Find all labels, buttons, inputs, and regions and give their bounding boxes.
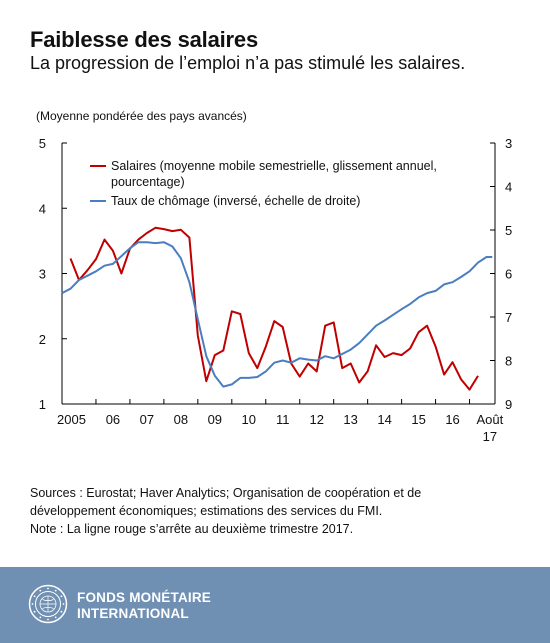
x-tick-label: 09 <box>208 412 222 427</box>
chart-subtitle: La progression de l’emploi n’a pas stimu… <box>30 53 466 73</box>
org-line-1: FONDS MONÉTAIRE <box>77 590 211 605</box>
right-tick-label: 9 <box>505 397 512 412</box>
organization-name: FONDS MONÉTAIRE INTERNATIONAL <box>77 590 211 622</box>
sources-line-2: développement économiques; estimations d… <box>30 504 383 518</box>
left-tick-label: 2 <box>39 332 46 347</box>
chomage-series-line <box>61 241 493 388</box>
org-line-2: INTERNATIONAL <box>77 606 189 621</box>
x-tick-label: 12 <box>309 412 323 427</box>
left-tick-label: 1 <box>39 397 46 412</box>
x-tick-label: 07 <box>140 412 154 427</box>
x-tick-label: 17 <box>483 429 497 444</box>
left-tick-label: 5 <box>39 136 46 151</box>
x-tick-label: 06 <box>106 412 120 427</box>
x-tick-label: 14 <box>377 412 391 427</box>
imf-seal-icon <box>28 584 68 624</box>
line-chart: (Moyenne pondérée des pays avancés) 1234… <box>36 109 512 444</box>
right-tick-label: 5 <box>505 223 512 238</box>
legend-label-salaires: Salaires (moyenne mobile semestrielle, g… <box>111 159 437 173</box>
x-tick-label: 15 <box>411 412 425 427</box>
x-tick-label: 10 <box>242 412 256 427</box>
axis-note: (Moyenne pondérée des pays avancés) <box>36 109 247 123</box>
legend-label-salaires-line2: pourcentage) <box>111 175 185 189</box>
x-tick-label: 11 <box>276 412 290 427</box>
note-line: Note : La ligne rouge s’arrête au deuxiè… <box>30 522 354 536</box>
left-tick-label: 4 <box>39 201 46 216</box>
x-tick-label: 16 <box>445 412 459 427</box>
right-tick-label: 4 <box>505 180 512 195</box>
chart-title: Faiblesse des salaires <box>30 27 258 52</box>
right-tick-label: 3 <box>505 136 512 151</box>
right-tick-label: 8 <box>505 354 512 369</box>
footer-banner: FONDS MONÉTAIRE INTERNATIONAL <box>0 567 550 643</box>
salaires-series-line <box>69 226 479 391</box>
left-tick-label: 3 <box>39 267 46 282</box>
right-tick-label: 6 <box>505 267 512 282</box>
x-tick-label: 2005 <box>57 412 86 427</box>
legend: Salaires (moyenne mobile semestrielle, g… <box>90 159 437 208</box>
right-tick-label: 7 <box>505 310 512 325</box>
series-lines <box>61 226 493 391</box>
source-notes: Sources : Eurostat; Haver Analytics; Org… <box>30 484 530 538</box>
x-tick-label: Août <box>477 412 504 427</box>
sources-line-1: Sources : Eurostat; Haver Analytics; Org… <box>30 486 422 500</box>
legend-label-chomage: Taux de chômage (inversé, échelle de dro… <box>111 194 360 208</box>
x-tick-label: 08 <box>174 412 188 427</box>
axes <box>61 142 496 405</box>
x-tick-label: 13 <box>343 412 357 427</box>
